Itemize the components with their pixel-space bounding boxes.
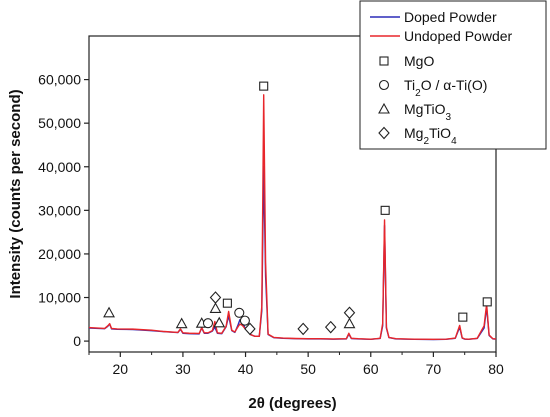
- phase-marker-circle: [239, 315, 250, 326]
- plot-area: [88, 35, 497, 353]
- phase-marker-square: [458, 312, 468, 322]
- y-tick-label: 20,000: [38, 246, 81, 262]
- legend-label: MgO: [404, 53, 434, 69]
- plot-frame: [88, 35, 497, 353]
- phase-marker-triangle: [209, 302, 222, 313]
- x-axis-title: 2θ (degrees): [248, 395, 336, 412]
- series-layer: [88, 94, 497, 341]
- phase-marker-diamond: [343, 306, 356, 320]
- phase-marker-circle: [202, 318, 214, 329]
- y-tick-label: 0: [73, 333, 81, 349]
- legend-label: Undoped Powder: [404, 28, 513, 44]
- phase-marker-triangle: [103, 306, 115, 318]
- x-tick-label: 40: [238, 361, 254, 377]
- legend-symbol-square: [379, 56, 389, 66]
- x-tick-label: 50: [300, 361, 316, 377]
- x-tick-label: 20: [113, 361, 129, 377]
- phase-marker-square: [482, 297, 492, 307]
- phase-marker-square: [222, 298, 232, 308]
- phase-marker-square: [259, 81, 269, 91]
- phase-marker-triangle: [175, 317, 188, 329]
- legend-label: MgTiO3: [404, 101, 451, 123]
- axes: 20 30 40 50 60 70 80 0 10,000 20,000 30,000 40,000 5…: [38, 72, 504, 377]
- phase-marker-triangle: [343, 317, 356, 329]
- legend-box: [359, 0, 547, 150]
- legend-symbol-triangle: [378, 102, 390, 114]
- y-tick-label: 40,000: [38, 159, 81, 175]
- phase-marker-diamond: [324, 320, 337, 334]
- x-tick-label: 60: [363, 361, 379, 377]
- series-line-doped-powder: [88, 166, 497, 341]
- y-tick-label: 30,000: [38, 202, 81, 218]
- legend-symbol-diamond: [378, 126, 390, 140]
- y-tick-label: 60,000: [38, 72, 81, 88]
- y-tick-label: 10,000: [38, 290, 81, 306]
- phase-marker-diamond: [244, 322, 256, 336]
- legend-symbol-circle: [378, 79, 390, 91]
- x-tick-label: 80: [488, 361, 504, 377]
- phase-marker-diamond: [297, 322, 309, 336]
- phase-marker-triangle: [213, 316, 226, 328]
- x-tick-label: 30: [175, 361, 191, 377]
- legend: Doped Powder Undoped Powder MgO Ti2O / α-Ti…: [359, 0, 547, 150]
- legend-label: Doped Powder: [404, 9, 497, 25]
- y-axis-title: Intensity (counts per second): [7, 89, 24, 298]
- legend-label: Ti2O / α-Ti(O): [404, 77, 487, 99]
- y-tick-label: 50,000: [38, 115, 81, 131]
- phase-marker-circle: [234, 307, 245, 318]
- x-tick-label: 70: [426, 361, 442, 377]
- phase-marker-square: [380, 205, 390, 215]
- phase-markers: [103, 81, 492, 336]
- series-line-undoped-powder: [88, 94, 497, 341]
- phase-marker-diamond: [209, 291, 222, 304]
- legend-label: Mg2TiO4: [404, 125, 457, 147]
